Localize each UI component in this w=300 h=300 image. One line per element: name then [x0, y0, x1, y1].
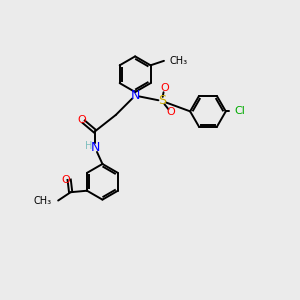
Text: Cl: Cl — [235, 106, 246, 116]
Text: CH₃: CH₃ — [169, 56, 188, 66]
Text: N: N — [130, 89, 140, 102]
Text: O: O — [77, 115, 86, 125]
Text: H: H — [85, 141, 92, 152]
Text: CH₃: CH₃ — [34, 196, 52, 206]
Text: S: S — [158, 94, 166, 107]
Text: O: O — [167, 107, 175, 117]
Text: O: O — [160, 83, 169, 94]
Text: N: N — [90, 141, 100, 154]
Text: O: O — [61, 175, 70, 185]
